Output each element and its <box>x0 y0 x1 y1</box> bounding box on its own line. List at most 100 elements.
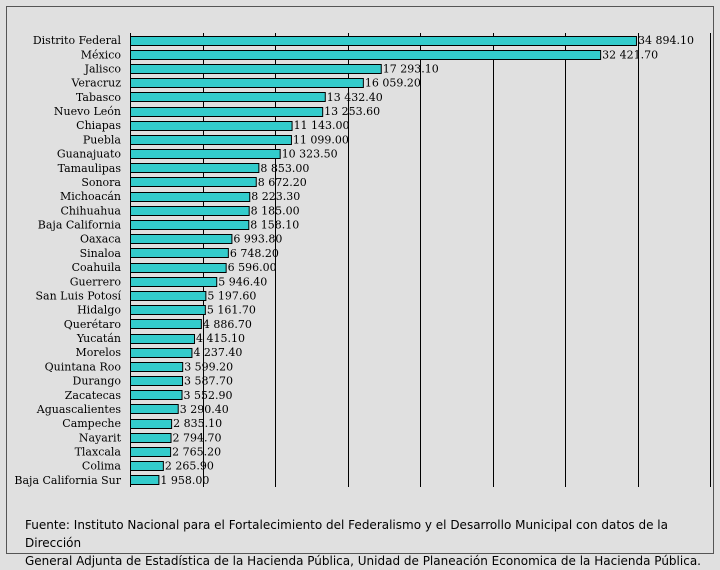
value-label: 3 587.70 <box>184 375 233 388</box>
value-label: 5 161.70 <box>207 304 256 317</box>
bar <box>130 92 326 102</box>
value-label: 8 223.30 <box>251 190 300 203</box>
category-label: Tlaxcala <box>75 446 122 459</box>
bar <box>130 419 173 429</box>
value-label: 6 596.00 <box>228 261 277 274</box>
category-label: Morelos <box>76 346 122 359</box>
bar <box>130 433 172 443</box>
category-label: Coahuila <box>72 261 122 274</box>
bar <box>130 192 251 202</box>
bar <box>130 263 227 273</box>
category-label: Distrito Federal <box>33 34 122 47</box>
bar <box>130 348 193 358</box>
value-label: 1 958.00 <box>160 474 209 487</box>
bar <box>130 404 179 414</box>
category-label: Chiapas <box>76 119 121 132</box>
category-label: Sonora <box>81 176 121 189</box>
value-label: 8 853.00 <box>260 162 309 175</box>
value-label: 8 672.20 <box>258 176 307 189</box>
bar <box>130 36 637 46</box>
category-label: Nuevo León <box>54 105 121 118</box>
bar <box>130 78 364 88</box>
chart-frame: Distrito Federal México Jalisco Veracruz Tab… <box>6 6 714 568</box>
value-label: 4 886.70 <box>203 318 252 331</box>
bar <box>130 149 281 159</box>
value-label: 5 197.60 <box>207 289 256 302</box>
bar <box>130 376 184 386</box>
bars <box>130 36 637 485</box>
bar <box>130 461 164 471</box>
category-label: Campeche <box>62 417 121 430</box>
category-label: Oaxaca <box>80 233 121 246</box>
category-label: Guerrero <box>70 275 122 288</box>
value-label: 13 432.40 <box>327 91 383 104</box>
value-label: 11 099.00 <box>293 133 349 146</box>
source-caption: Fuente: Instituto Nacional para el Forta… <box>25 516 715 570</box>
value-label: 2 835.10 <box>173 417 222 430</box>
bar <box>130 234 233 244</box>
bar <box>130 163 260 173</box>
value-label: 5 946.40 <box>218 275 267 288</box>
category-label: Tamaulipas <box>58 162 122 175</box>
category-label: Michoacán <box>60 190 121 203</box>
value-label: 17 293.10 <box>383 62 439 75</box>
bar <box>130 447 172 457</box>
category-label: Guanajuato <box>57 148 122 161</box>
category-label: Yucatán <box>76 332 121 345</box>
bar <box>130 220 250 230</box>
category-label: México <box>81 48 122 61</box>
bar <box>130 319 202 329</box>
category-label: Tabasco <box>76 91 121 104</box>
value-label: 2 265.90 <box>165 460 214 473</box>
category-label: San Luis Potosí <box>35 289 121 302</box>
value-label: 4 415.10 <box>196 332 245 345</box>
bar <box>130 291 207 301</box>
category-label: Durango <box>73 375 122 388</box>
category-label: Baja California <box>38 219 122 232</box>
category-label: Baja California Sur <box>14 474 121 487</box>
value-label: 16 059.20 <box>365 77 421 90</box>
value-label: 3 599.20 <box>184 360 233 373</box>
bar <box>130 135 292 145</box>
category-label: Chihuahua <box>61 204 122 217</box>
category-label: Veracruz <box>70 77 121 90</box>
value-label: 34 894.10 <box>638 34 694 47</box>
value-label: 2 794.70 <box>173 431 222 444</box>
caption-line-2: General Adjunta de Estadística de la Hac… <box>25 554 701 568</box>
category-label: Jalisco <box>84 62 122 75</box>
value-label: 3 290.40 <box>180 403 229 416</box>
category-label: Querétaro <box>64 318 122 331</box>
category-label: Hidalgo <box>77 304 121 317</box>
bar <box>130 362 184 372</box>
bar <box>130 305 206 315</box>
value-label: 4 237.40 <box>193 346 242 359</box>
bar <box>130 177 257 187</box>
value-label: 3 552.90 <box>184 389 233 402</box>
bar <box>130 206 250 216</box>
category-label: Puebla <box>83 133 122 146</box>
value-label: 6 993.80 <box>233 233 282 246</box>
category-label: Aguascalientes <box>36 403 122 416</box>
value-label: 6 748.20 <box>230 247 279 260</box>
bar <box>130 277 218 287</box>
bar <box>130 107 324 117</box>
bar <box>130 475 160 485</box>
category-label: Zacatecas <box>65 389 122 402</box>
category-label: Colima <box>82 460 122 473</box>
bar <box>130 390 183 400</box>
value-label: 10 323.50 <box>282 148 338 161</box>
bar <box>130 334 196 344</box>
value-label: 8 185.00 <box>251 204 300 217</box>
value-label: 11 143.00 <box>294 119 350 132</box>
value-label: 2 765.20 <box>172 446 221 459</box>
bar <box>130 64 382 74</box>
bar <box>130 121 293 131</box>
value-label: 32 421.70 <box>602 48 658 61</box>
bar <box>130 50 602 60</box>
category-label: Nayarit <box>79 431 122 444</box>
category-label: Quintana Roo <box>45 360 122 373</box>
category-label: Sinaloa <box>80 247 122 260</box>
